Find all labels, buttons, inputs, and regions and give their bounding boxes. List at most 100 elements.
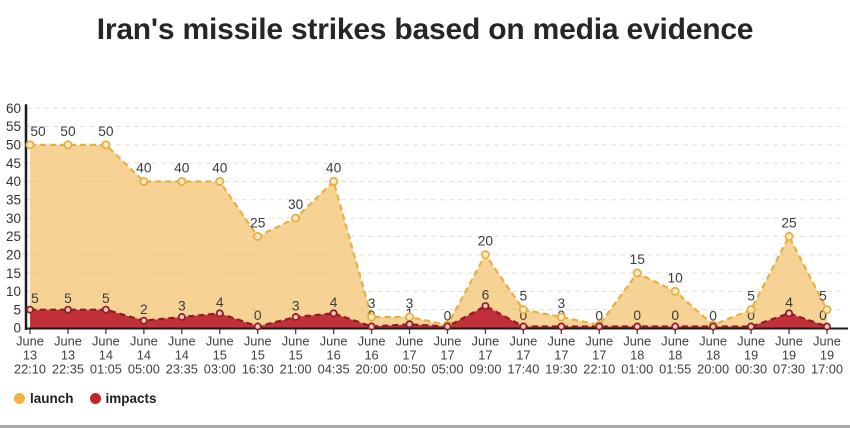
svg-text:June: June xyxy=(168,334,196,349)
svg-text:5: 5 xyxy=(819,289,827,304)
svg-text:June: June xyxy=(358,334,386,349)
svg-text:0: 0 xyxy=(633,308,641,323)
svg-text:35: 35 xyxy=(6,192,21,207)
svg-text:22:35: 22:35 xyxy=(52,362,84,377)
legend-label-impacts: impacts xyxy=(105,391,157,406)
svg-text:17: 17 xyxy=(516,348,530,363)
svg-text:6: 6 xyxy=(482,288,490,303)
y-axis-labels: 0 5 10 15 20 25 30 35 40 45 50 55 60 xyxy=(6,101,21,336)
svg-text:0: 0 xyxy=(819,308,827,323)
svg-text:2: 2 xyxy=(140,302,148,317)
svg-text:25: 25 xyxy=(250,215,266,230)
svg-text:40: 40 xyxy=(212,160,228,175)
svg-text:17: 17 xyxy=(554,348,568,363)
svg-text:01:00: 01:00 xyxy=(621,362,653,377)
svg-text:3: 3 xyxy=(368,296,376,311)
impacts-legend-dot-icon xyxy=(89,393,101,404)
svg-text:09:00: 09:00 xyxy=(469,362,501,377)
legend-item-launch: launch xyxy=(14,391,74,406)
svg-text:June: June xyxy=(282,334,310,349)
legend-item-impacts: impacts xyxy=(89,391,157,406)
svg-text:13: 13 xyxy=(61,348,75,363)
svg-text:17:40: 17:40 xyxy=(507,362,539,377)
svg-text:05:00: 05:00 xyxy=(128,362,160,377)
svg-text:17: 17 xyxy=(402,348,416,363)
svg-text:10: 10 xyxy=(6,284,21,299)
svg-text:20: 20 xyxy=(6,247,21,262)
svg-text:10: 10 xyxy=(668,270,684,285)
svg-text:June: June xyxy=(244,334,272,349)
svg-text:June: June xyxy=(737,334,765,349)
svg-text:5: 5 xyxy=(747,289,755,304)
svg-text:June: June xyxy=(320,334,348,349)
svg-text:3: 3 xyxy=(406,296,414,311)
chart-title: Iran's missile strikes based on media ev… xyxy=(96,13,754,46)
svg-text:16: 16 xyxy=(364,348,378,363)
svg-text:June: June xyxy=(396,334,424,349)
svg-text:15: 15 xyxy=(251,348,265,363)
svg-text:20: 20 xyxy=(478,234,494,249)
svg-text:21:00: 21:00 xyxy=(280,362,312,377)
svg-text:16:30: 16:30 xyxy=(242,362,274,377)
svg-text:25: 25 xyxy=(6,229,21,244)
svg-text:00:50: 00:50 xyxy=(394,362,426,377)
svg-text:19: 19 xyxy=(744,348,758,363)
svg-text:June: June xyxy=(699,334,727,349)
svg-text:June: June xyxy=(547,334,575,349)
svg-text:55: 55 xyxy=(6,119,21,134)
svg-text:3: 3 xyxy=(292,299,300,314)
svg-text:4: 4 xyxy=(216,295,224,310)
svg-text:50: 50 xyxy=(30,124,46,139)
svg-text:40: 40 xyxy=(136,160,152,175)
svg-text:30: 30 xyxy=(6,211,21,226)
impacts-area xyxy=(30,306,827,329)
svg-text:June: June xyxy=(813,334,841,349)
legend-label-launch: launch xyxy=(30,391,74,406)
svg-text:50: 50 xyxy=(6,138,21,153)
svg-text:14: 14 xyxy=(99,348,113,363)
svg-text:June: June xyxy=(92,334,120,349)
impacts-line xyxy=(30,304,828,328)
svg-text:5: 5 xyxy=(31,291,39,306)
svg-text:3: 3 xyxy=(178,299,186,314)
svg-text:0: 0 xyxy=(747,308,755,323)
bottom-edge-strip xyxy=(0,425,850,428)
svg-text:0: 0 xyxy=(520,308,528,323)
svg-text:20:00: 20:00 xyxy=(697,362,729,377)
svg-text:00:30: 00:30 xyxy=(735,362,767,377)
svg-text:17: 17 xyxy=(478,348,492,363)
svg-text:30: 30 xyxy=(288,197,304,212)
svg-text:22:10: 22:10 xyxy=(14,362,46,377)
svg-text:June: June xyxy=(661,334,689,349)
svg-text:14: 14 xyxy=(175,348,189,363)
svg-text:4: 4 xyxy=(785,295,793,310)
svg-text:40: 40 xyxy=(174,160,190,175)
launch-area xyxy=(30,144,827,329)
svg-text:June: June xyxy=(510,334,538,349)
svg-text:0: 0 xyxy=(671,308,679,323)
svg-text:04:35: 04:35 xyxy=(318,362,350,377)
svg-text:14: 14 xyxy=(137,348,151,363)
svg-text:40: 40 xyxy=(326,160,342,175)
svg-text:June: June xyxy=(775,334,803,349)
svg-text:June: June xyxy=(54,334,82,349)
svg-text:0: 0 xyxy=(444,309,452,324)
svg-text:0: 0 xyxy=(13,321,21,336)
svg-text:0: 0 xyxy=(709,309,717,324)
svg-text:22:10: 22:10 xyxy=(583,362,615,377)
svg-text:18: 18 xyxy=(706,348,720,363)
svg-text:19: 19 xyxy=(782,348,796,363)
svg-text:June: June xyxy=(472,334,500,349)
svg-text:June: June xyxy=(623,334,651,349)
svg-text:23:35: 23:35 xyxy=(166,362,198,377)
svg-text:June: June xyxy=(585,334,613,349)
svg-text:June: June xyxy=(16,334,44,349)
svg-text:20:00: 20:00 xyxy=(356,362,388,377)
launch-line xyxy=(30,143,828,327)
svg-text:June: June xyxy=(130,334,158,349)
svg-text:03:00: 03:00 xyxy=(204,362,236,377)
launch-markers xyxy=(25,140,832,330)
svg-text:17:00: 17:00 xyxy=(811,362,843,377)
